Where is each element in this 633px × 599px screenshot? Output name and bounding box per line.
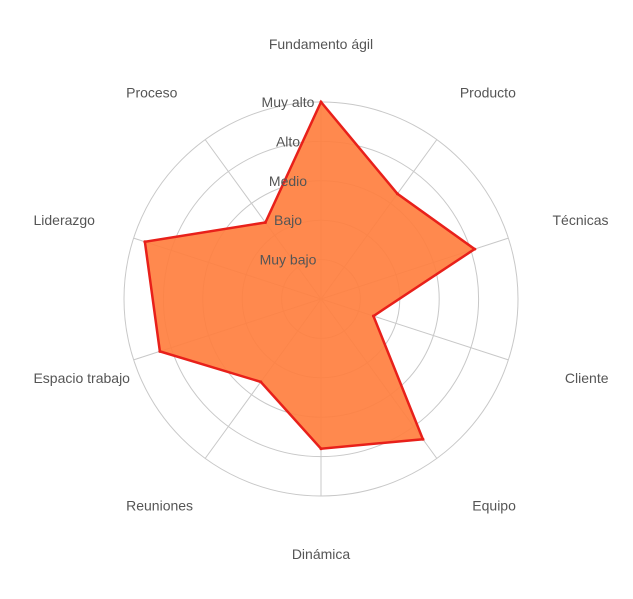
axis-label: Espacio trabajo [33, 370, 130, 386]
axis-label: Proceso [126, 85, 178, 101]
series-area [143, 99, 477, 451]
data-point [395, 192, 399, 196]
axis-label: Producto [460, 85, 516, 101]
data-point [371, 314, 375, 318]
axis-label: Técnicas [552, 212, 608, 228]
data-point [319, 447, 323, 451]
axis-label: Equipo [472, 497, 516, 513]
data-point [319, 100, 323, 104]
data-point [473, 247, 477, 251]
data-point [421, 437, 425, 441]
level-label: Bajo [274, 212, 302, 228]
level-label: Muy bajo [260, 252, 317, 268]
axis-label: Reuniones [126, 497, 193, 513]
level-labels: Muy bajo Bajo Medio Alto Muy alto [260, 94, 317, 268]
level-label: Muy alto [262, 94, 315, 110]
axis-labels: Fundamento ágil Producto Técnicas Cliente Eq… [33, 36, 608, 562]
axis-label: Fundamento ágil [269, 36, 373, 52]
data-point [158, 349, 162, 353]
level-label: Alto [276, 133, 300, 149]
data-point [143, 240, 147, 244]
data-point [263, 221, 267, 224]
level-label: Medio [269, 173, 307, 189]
data-point [259, 380, 263, 384]
axis-label: Dinámica [292, 546, 351, 562]
axis-label: Cliente [565, 370, 609, 386]
axis-label: Liderazgo [33, 212, 95, 228]
series-layer [143, 99, 477, 451]
